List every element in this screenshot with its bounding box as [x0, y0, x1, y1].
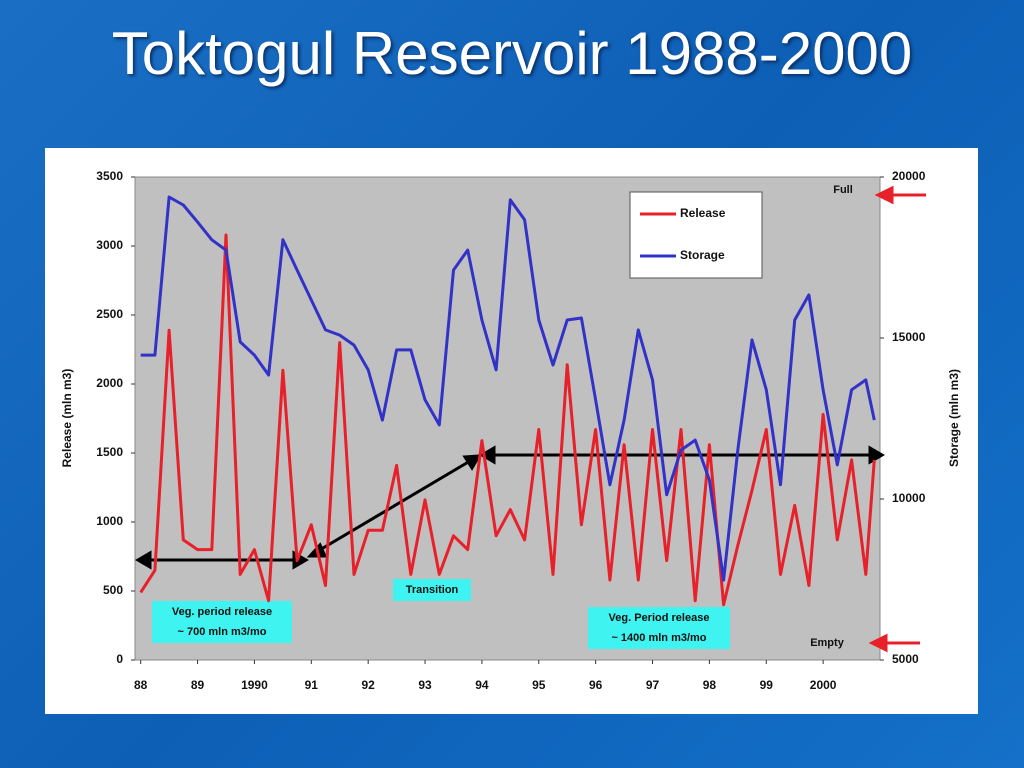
x-tick-label: 99: [760, 678, 774, 692]
y-tick-label: 1000: [96, 514, 123, 528]
x-tick-label: 1990: [241, 678, 268, 692]
annotation: Empty: [810, 637, 845, 649]
data-line: [140, 195, 876, 582]
y-axis-label: Release (mln m3): [60, 369, 74, 468]
x-tick-label: 88: [134, 678, 148, 692]
legend-label: Storage: [680, 248, 725, 262]
x-tick-label: 2000: [810, 678, 837, 692]
y-tick-label: 0: [116, 652, 123, 666]
slide-title: Toktogul Reservoir 1988-2000: [111, 20, 913, 87]
note-box: [588, 607, 730, 649]
y2-tick-label: 20000: [892, 169, 926, 183]
level-arrows: [868, 185, 926, 653]
x-tick-label: 98: [703, 678, 717, 692]
y2-tick-label: 15000: [892, 330, 926, 344]
annotation: Transition: [406, 584, 459, 596]
note-box: [152, 601, 292, 643]
y-tick-label: 2500: [96, 307, 123, 321]
y2-tick-label: 5000: [892, 652, 919, 666]
annotation: Veg. Period release: [609, 612, 710, 624]
y-tick-label: 3000: [96, 238, 123, 252]
x-tick-label: 97: [646, 678, 660, 692]
y-tick-label: 1500: [96, 445, 123, 459]
x-tick-label: 93: [418, 678, 432, 692]
annotation: ~ 1400 mln m3/mo: [611, 632, 706, 644]
data-line: [139, 233, 876, 607]
arrowhead: [479, 445, 496, 465]
arrowhead: [462, 454, 482, 471]
arrowhead: [868, 445, 885, 465]
x-tick-label: 96: [589, 678, 603, 692]
y2-tick-label: 10000: [892, 491, 926, 505]
x-tick-label: 92: [361, 678, 375, 692]
x-tick-label: 94: [475, 678, 489, 692]
y-tick-label: 3500: [96, 169, 123, 183]
x-tick-label: 89: [191, 678, 205, 692]
arrowhead: [874, 185, 894, 205]
note-box: [393, 579, 471, 601]
legend-box: [629, 191, 763, 279]
y-tick-label: 500: [103, 583, 123, 597]
arrowhead: [135, 550, 152, 570]
annotation: Veg. period release: [172, 606, 272, 618]
arrow: [317, 459, 471, 553]
arrowhead: [868, 633, 888, 653]
x-tick-label: 91: [305, 678, 319, 692]
annotation: Full: [833, 184, 853, 196]
x-tick-label: 95: [532, 678, 546, 692]
y2-axis-label: Storage (mln m3): [947, 369, 961, 467]
y-tick-label: 2000: [96, 376, 123, 390]
annotation: ~ 700 mln m3/mo: [178, 626, 267, 638]
legend-label: Release: [680, 206, 726, 220]
